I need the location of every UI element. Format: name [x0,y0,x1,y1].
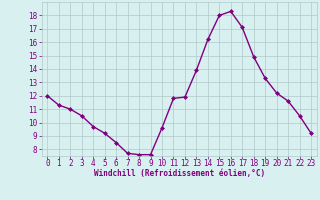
X-axis label: Windchill (Refroidissement éolien,°C): Windchill (Refroidissement éolien,°C) [94,169,265,178]
